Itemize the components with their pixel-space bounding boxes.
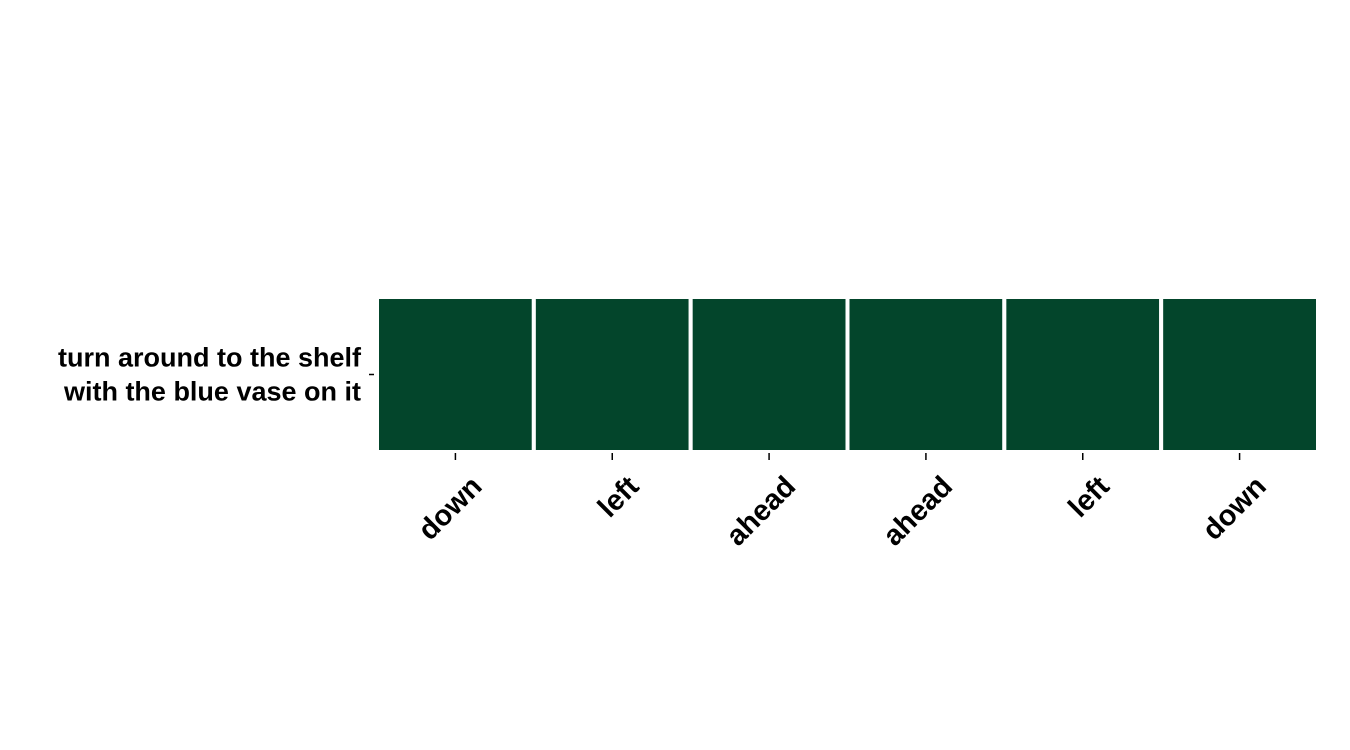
column-label: ahead — [877, 470, 959, 552]
column-labels: down left ahead ahead left down — [412, 453, 1273, 552]
heatmap-cell — [845, 295, 1007, 454]
column-label: left — [1062, 470, 1116, 524]
heatmap-cell — [375, 295, 536, 454]
heatmap-cell — [531, 295, 693, 454]
column-label: ahead — [720, 470, 802, 552]
row-label: turn around to the shelf with the blue va… — [58, 343, 362, 407]
row-labels: turn around to the shelf with the blue va… — [58, 343, 374, 407]
row-label-line: turn around to the shelf — [58, 343, 362, 373]
heatmap-cell — [1002, 295, 1164, 454]
column-label: left — [592, 470, 646, 524]
heatmap-cell — [688, 295, 850, 454]
column-label: down — [1197, 470, 1273, 546]
row-label-line: with the blue vase on it — [63, 377, 361, 407]
column-label: down — [412, 470, 488, 546]
heatmap-cell — [1159, 295, 1320, 454]
heatmap-cells — [375, 295, 1320, 454]
